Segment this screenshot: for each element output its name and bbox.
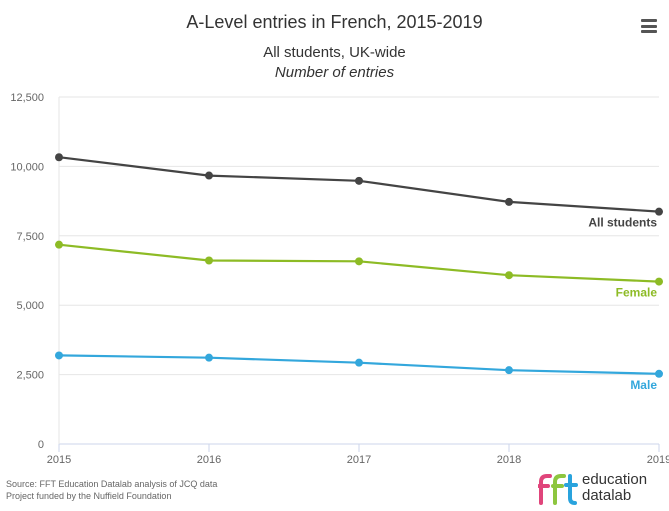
data-point-all-students	[205, 171, 213, 180]
series-label-male: Male	[630, 378, 657, 392]
series-label-female: Female	[616, 286, 658, 300]
series-label-all-students: All students	[588, 216, 657, 230]
x-tick-label: 2016	[197, 454, 221, 466]
data-point-male	[355, 358, 363, 367]
logo-wordmark: education datalab	[582, 472, 647, 504]
data-point-male	[205, 353, 213, 362]
data-point-all-students	[655, 207, 663, 216]
data-point-female	[55, 240, 63, 249]
x-tick-label: 2018	[497, 454, 521, 466]
subtitle-line-2: Number of entries	[274, 64, 395, 81]
y-tick-label: 10,000	[10, 161, 44, 173]
y-tick-label: 2,500	[16, 370, 44, 382]
education-datalab-logo: education datalab	[538, 472, 666, 506]
chart-title: A-Level entries in French, 2015-2019	[186, 12, 483, 32]
data-point-female	[205, 256, 213, 265]
data-point-male	[505, 366, 513, 375]
y-tick-label: 7,500	[16, 231, 44, 243]
data-point-all-students	[505, 197, 513, 206]
source-line-1: Source: FFT Education Datalab analysis o…	[6, 479, 218, 489]
x-tick-label: 2019	[647, 454, 669, 466]
data-point-female	[505, 271, 513, 280]
source-note: Source: FFT Education Datalab analysis o…	[6, 478, 217, 502]
fft-logo-mark	[538, 474, 578, 505]
logo-word-datalab: datalab	[582, 487, 632, 504]
data-point-female	[355, 257, 363, 266]
data-point-male	[55, 351, 63, 360]
y-tick-label: 12,500	[10, 92, 44, 104]
y-tick-label: 0	[38, 439, 44, 451]
hamburger-menu-icon[interactable]	[641, 19, 657, 33]
subtitle-line-1: All students, UK-wide	[263, 44, 406, 61]
source-line-2: Project funded by the Nuffield Foundatio…	[6, 491, 172, 501]
x-tick-label: 2015	[47, 454, 71, 466]
y-tick-label: 5,000	[16, 300, 44, 312]
data-point-all-students	[355, 176, 363, 185]
data-point-male	[655, 369, 663, 378]
x-tick-label: 2017	[347, 454, 371, 466]
data-point-female	[655, 277, 663, 286]
logo-word-education: education	[582, 471, 648, 488]
chart-subtitle: All students, UK-wide Number of entries	[0, 43, 669, 83]
data-point-all-students	[55, 153, 63, 162]
